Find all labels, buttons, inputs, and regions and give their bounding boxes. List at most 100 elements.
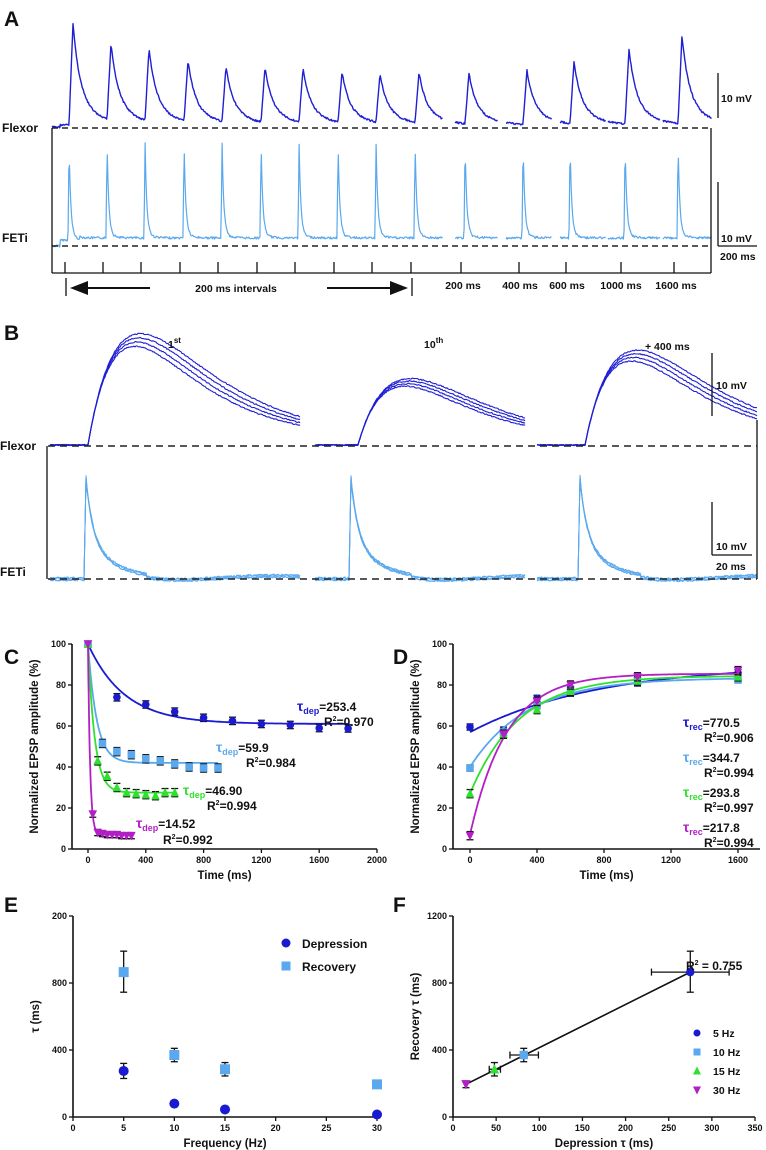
data-point	[465, 788, 475, 798]
feti-sweep-trace	[314, 475, 526, 581]
fit-tau-label: τdep=253.4	[297, 698, 357, 716]
data-point	[141, 789, 151, 799]
r2-value: = 0.755	[699, 959, 743, 973]
fit-tau-label: τdep=59.9	[216, 739, 269, 757]
data-point	[633, 673, 642, 682]
y-tick-label: 800	[52, 978, 67, 988]
fit-curve	[87, 643, 349, 725]
x-tick-label: 10	[169, 1123, 179, 1133]
panel-f-chart: 0 50 100 150 200 250 300 350 0 400 800 1200 Depressi…	[410, 911, 763, 1150]
data-point	[461, 1080, 471, 1090]
r2-value: =0.984	[259, 756, 296, 770]
panel-d-chart: 0 400 800 1200 1600 0 20 40 60 80 100 Time (ms) Norm…	[410, 639, 760, 882]
data-point	[127, 750, 136, 759]
panel-c-chart: 0 400 800 1200 1600 2000 0 20 40 60 80 100 Time (ms)…	[29, 639, 387, 882]
flexor-sweep-trace	[314, 382, 526, 447]
x-tick-label: 100	[532, 1123, 547, 1133]
event-label-main: 1	[168, 339, 174, 351]
x-tick-label: 150	[575, 1123, 590, 1133]
fit-curve	[469, 675, 738, 794]
tau-value: =46.90	[205, 784, 242, 798]
x-axis-label: Time (ms)	[197, 870, 251, 882]
feti-trace-segment	[662, 157, 712, 240]
data-point	[733, 672, 743, 681]
data-point	[118, 1065, 129, 1076]
data-point	[199, 714, 208, 722]
data-point	[151, 790, 160, 800]
x-tick-label: 200	[618, 1123, 633, 1133]
r2-symbol: R	[163, 833, 172, 847]
data-point	[214, 764, 222, 772]
data-point	[169, 1098, 180, 1109]
y-tick-label: 40	[437, 762, 447, 772]
data-point	[118, 967, 129, 978]
data-point	[156, 757, 165, 765]
flexor-sweep-trace	[49, 345, 301, 447]
tau-subscript: rec	[689, 757, 703, 767]
flexor-sweep-trace	[537, 360, 758, 447]
data-point	[465, 831, 475, 841]
data-point	[169, 1050, 180, 1061]
flexor-trace-segment	[662, 36, 712, 125]
data-point	[372, 1109, 382, 1120]
flexor-trace-segment	[51, 23, 443, 129]
fit-r2-label: R2=0.992	[163, 833, 213, 847]
series-15hz	[83, 639, 179, 801]
data-point	[466, 764, 474, 772]
flexor-sweep-trace	[314, 380, 526, 447]
x-tick-label: 800	[596, 855, 611, 865]
series-10hz	[509, 1047, 540, 1063]
tau-subscript: dep	[222, 747, 239, 757]
x-tick-label: 0	[450, 1123, 455, 1133]
data-point	[220, 1104, 230, 1115]
x-tick-label: 1600	[728, 855, 748, 865]
flexor-trace-segment	[559, 61, 607, 125]
feti-sweep-trace	[314, 475, 526, 580]
flexor-trace-segment	[505, 69, 553, 126]
recovery-interval-label: 400 ms	[502, 280, 538, 292]
tau-symbol: τ	[683, 714, 690, 730]
event-label-main: + 400 ms	[645, 341, 690, 353]
event-label: 1st	[168, 336, 181, 351]
legend-marker	[693, 1066, 701, 1075]
tau-symbol: τ	[683, 784, 690, 800]
data-point	[98, 739, 107, 748]
tau-symbol: τ	[683, 749, 690, 765]
data-point	[532, 697, 542, 707]
legend-label: 5 Hz	[713, 1028, 735, 1040]
recovery-interval-label: 1000 ms	[600, 280, 642, 292]
flexor-trace-segment	[607, 48, 661, 126]
r2-superscript: 2	[713, 732, 717, 739]
data-point	[315, 724, 324, 732]
series-5hz	[84, 640, 352, 733]
scale-label-flexor: 10 mV	[721, 93, 752, 105]
x-axis-label: Frequency (Hz)	[183, 1138, 266, 1150]
y-tick-label: 100	[432, 639, 447, 649]
arrow-left-icon	[70, 281, 88, 295]
event-label-main: 10	[424, 339, 436, 351]
x-axis-label: Time (ms)	[579, 870, 633, 882]
feti-sweep-trace	[314, 477, 526, 583]
r2-symbol: R	[704, 836, 713, 850]
legend-marker	[693, 1029, 701, 1037]
r2-value: =0.970	[337, 715, 374, 729]
panel-label-d: D	[393, 646, 408, 669]
data-point	[142, 755, 150, 763]
scale-label-feti-mv: 10 mV	[721, 233, 752, 245]
fit-line	[465, 971, 691, 1086]
y-tick-label: 20	[437, 803, 447, 813]
tau-subscript: dep	[189, 790, 206, 800]
y-tick-label: 40	[56, 762, 66, 772]
feti-trace-segment	[51, 142, 443, 248]
x-tick-label: 15	[220, 1123, 230, 1133]
tau-subscript: rec	[689, 827, 703, 837]
feti-label: FETi	[2, 231, 28, 245]
fit-r2-label: R2=0.994	[207, 799, 257, 813]
panel-e-chart: 0 5 10 15 20 25 30 0 400 800 200 Frequency (Hz) τ (m…	[30, 911, 382, 1150]
y-tick-label: 0	[61, 844, 66, 854]
series-10hz	[84, 640, 222, 773]
data-point	[489, 1064, 500, 1074]
x-tick-label: 2000	[367, 855, 387, 865]
data-point	[113, 693, 121, 702]
